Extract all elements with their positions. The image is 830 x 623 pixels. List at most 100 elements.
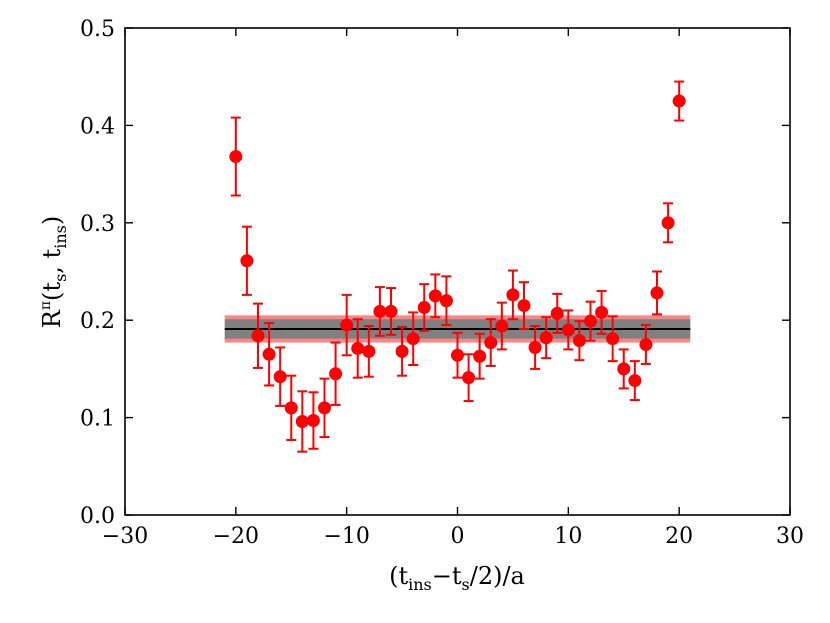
x-tick-label: 30 [776,524,804,549]
data-point [428,289,442,303]
data-point [329,367,343,381]
data-point [517,299,531,313]
data-point-group [417,283,431,332]
x-tick-label: −20 [213,524,259,549]
data-point [639,338,653,352]
data-point-group [362,325,376,378]
data-point [473,349,487,363]
data-point [229,150,243,164]
data-point-group [428,273,442,319]
data-point [406,332,420,346]
data-point [351,341,365,355]
data-point [617,362,631,376]
data-point [439,294,453,308]
x-tick-label: −10 [323,524,369,549]
data-point-group [495,301,509,351]
data-point [606,332,620,346]
data-point-group [273,346,287,407]
data-point-group [606,315,620,363]
data-point [661,216,675,230]
data-point-group [595,289,609,335]
data-point-group [329,341,343,406]
data-point-group [373,286,387,337]
data-point-group [406,311,420,367]
y-tick-label: 0.4 [80,114,115,139]
data-point-group [473,332,487,380]
data-point [628,374,642,388]
data-point [506,288,520,302]
data-point [539,331,553,345]
data-point-group [295,390,309,453]
data-point-group [528,325,542,370]
data-point [251,329,265,343]
data-point-group [439,275,453,327]
data-point [395,344,409,358]
data-point-group [539,316,553,360]
data-point [484,336,498,350]
data-point [240,254,254,268]
data-point [373,304,387,318]
data-point [462,371,476,385]
data-point-group [584,300,597,342]
data-point-group [351,318,365,379]
data-point [417,301,431,315]
data-point-group [661,202,675,244]
x-tick-label: 0 [451,524,465,549]
data-point-group [395,326,409,377]
x-tick-label: −30 [102,524,148,549]
data-point [528,340,542,354]
data-point [572,334,586,348]
data-point-group [628,360,642,402]
data-point-group [561,309,575,351]
x-tick-label: 20 [665,524,693,549]
data-point-group [451,331,464,379]
data-point-group [229,116,243,197]
data-point-group [506,269,520,321]
data-point-group [517,281,531,330]
data-point-group [262,322,276,387]
data-point-group [340,293,354,357]
data-point-group [550,292,564,334]
data-point-group [617,348,631,390]
y-tick-label: 0.1 [80,407,115,432]
y-tick-label: 0.2 [80,309,115,334]
y-tick-label: 0.3 [80,212,115,237]
data-point [273,370,287,384]
data-point-group [318,377,331,439]
data-point-group [384,287,398,336]
data-point-group [672,80,686,122]
data-point [561,323,575,337]
y-tick-label: 0.5 [80,17,115,42]
data-point [451,348,464,362]
data-point [384,304,398,318]
data-point [306,414,320,428]
data-point [584,314,597,328]
data-point-group [284,374,298,442]
data-point [650,286,664,300]
data-point [550,306,564,320]
plot-frame [124,27,791,516]
y-tick-label: 0.0 [80,504,115,529]
x-tick-label: 10 [554,524,582,549]
data-point [284,401,298,415]
y-axis-label: Rπ(ts, tins) [38,216,70,328]
data-point-group [484,318,498,367]
data-point [340,318,354,332]
data-point-group [650,270,664,316]
data-point [672,94,686,108]
data-point [595,305,609,319]
data-point-group [251,302,265,369]
data-point [495,319,509,333]
data-series [229,80,686,453]
data-point-group [306,391,320,450]
data-point-group [462,353,476,403]
data-point [362,344,376,358]
data-point [262,347,276,361]
data-point-group [572,320,586,362]
data-point [318,401,331,415]
axis-ticks: −30 −20 −10 0 10 20 30 0.0 0.1 0.2 0.3 0.4 0.5 [80,17,804,549]
data-point-group [240,225,254,296]
x-axis-label: (tins−ts/2)/a [389,562,525,594]
data-point-group [639,324,653,366]
